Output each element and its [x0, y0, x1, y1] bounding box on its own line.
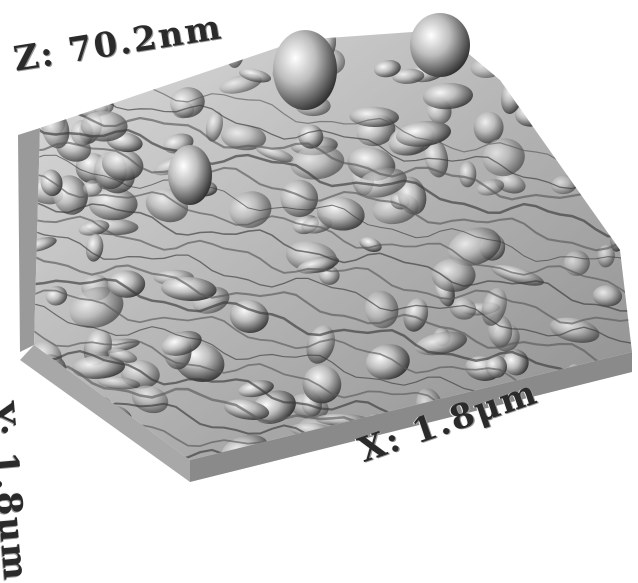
surface-ridge: [34, 453, 632, 460]
surface-ridge: [34, 277, 632, 388]
surface-bump: [229, 299, 269, 333]
surface-bump: [558, 73, 603, 106]
surface-bump: [238, 68, 272, 83]
surface-bump: [449, 297, 477, 320]
surface-bump: [40, 169, 63, 197]
surface-bump: [560, 142, 578, 160]
surface-ridge: [34, 246, 632, 369]
surface-bump: [476, 179, 505, 196]
surface-bump: [395, 120, 452, 147]
surface-bump: [373, 59, 401, 78]
base-left-face: [18, 128, 40, 352]
surface-bump: [221, 124, 267, 151]
surface-bump: [473, 111, 504, 144]
afm-surface-figure: Z: 70.2nm Y: 1.8μm X: 1.8μm: [0, 7, 632, 583]
surface-bump: [547, 419, 579, 458]
base-front-face: [190, 352, 632, 482]
surface-ridge: [34, 365, 632, 460]
surface-render: [18, 13, 632, 482]
surface-ridge: [34, 81, 632, 191]
surface-bump: [459, 161, 477, 188]
base-edge-face: [20, 345, 190, 482]
surface-bump: [575, 150, 625, 185]
surface-bump: [485, 355, 508, 378]
surface-bump: [604, 107, 626, 122]
peak-3: [168, 145, 212, 205]
surface-bump: [555, 73, 587, 95]
surface-bump: [595, 175, 632, 214]
surface-bump: [392, 68, 425, 84]
surface-bump: [592, 285, 623, 307]
peak-1: [273, 30, 337, 110]
surface-bump: [83, 180, 103, 197]
surface-bump: [34, 439, 62, 460]
surface-bump: [107, 270, 146, 298]
surface-bump: [73, 78, 97, 94]
surface-ridge: [34, 154, 632, 266]
surface-bump: [415, 331, 467, 356]
peak-2: [410, 13, 470, 77]
surface-bump: [586, 30, 615, 52]
surface-bump: [519, 427, 552, 454]
surface-bump: [548, 106, 603, 140]
surface-bump: [572, 426, 593, 459]
surface-bump: [97, 376, 141, 390]
surface-bump: [590, 65, 632, 85]
surface-bump: [78, 220, 110, 236]
surface-bump: [161, 330, 202, 356]
surface-bump: [205, 111, 223, 142]
surface-bump: [597, 244, 615, 268]
surface-bump: [431, 258, 476, 292]
surface-bump: [102, 148, 144, 181]
surface-ridge: [34, 215, 632, 325]
surface-bump: [255, 145, 294, 163]
surface-bump: [598, 406, 624, 424]
surface-bump: [422, 82, 473, 110]
surface-ridge: [34, 91, 632, 218]
surface-bump: [170, 87, 205, 118]
surface-bump: [549, 317, 600, 343]
surface-bump: [107, 348, 138, 363]
surface-bump: [69, 286, 124, 329]
surface-ridge: [34, 172, 632, 298]
surface-bump: [586, 163, 621, 190]
surface-ridge: [34, 227, 632, 344]
surface-ridge: [34, 141, 632, 252]
surface-ridge: [34, 198, 632, 312]
surface-bump: [532, 34, 551, 72]
surface-ridge: [34, 115, 632, 238]
surface-bump: [34, 237, 57, 253]
surface-bump: [85, 233, 104, 262]
